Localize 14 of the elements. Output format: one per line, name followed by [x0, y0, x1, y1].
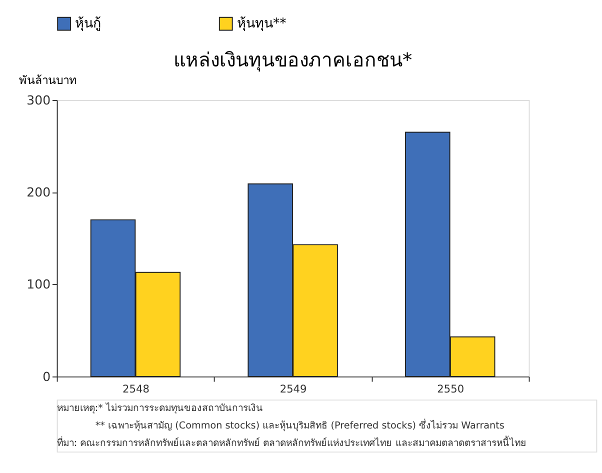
x-tick-label: 2549: [280, 383, 307, 396]
legend-label: หุ้นทุน**: [236, 16, 287, 32]
x-tick-label: 2550: [437, 383, 464, 396]
legend-label: หุ้นกู้: [75, 16, 102, 32]
text: หมายเหตุ:* ไม่รวมการระดมทุนของสถาบันการเงิน: [56, 402, 263, 414]
y-tick-label: 0: [42, 368, 51, 384]
y-axis-title: พันล้านบาท: [18, 73, 77, 88]
x-tick-label: 2548: [122, 383, 150, 396]
y-tick-label: 200: [26, 184, 51, 200]
text: ** เฉพาะหุ้นสามัญ (Common stocks) และหุ้นบุริมสิทธิ (Preferred stocks) ซึ่งไม่รวม Warrants: [95, 418, 504, 432]
text: ที่มา: คณะกรรมการหลักทรัพย์และตลาดหลักทรัพย์ ตลาดหลักทรัพย์แห่งประเทศไทย และสมาคมตลาดตราสารหนี้ไทย: [56, 434, 526, 449]
y-tick-label: 300: [26, 92, 51, 108]
y-tick-label: 100: [26, 276, 51, 292]
chart-title: แหล่งเงินทุนของภาคเอกชน*: [174, 48, 412, 72]
